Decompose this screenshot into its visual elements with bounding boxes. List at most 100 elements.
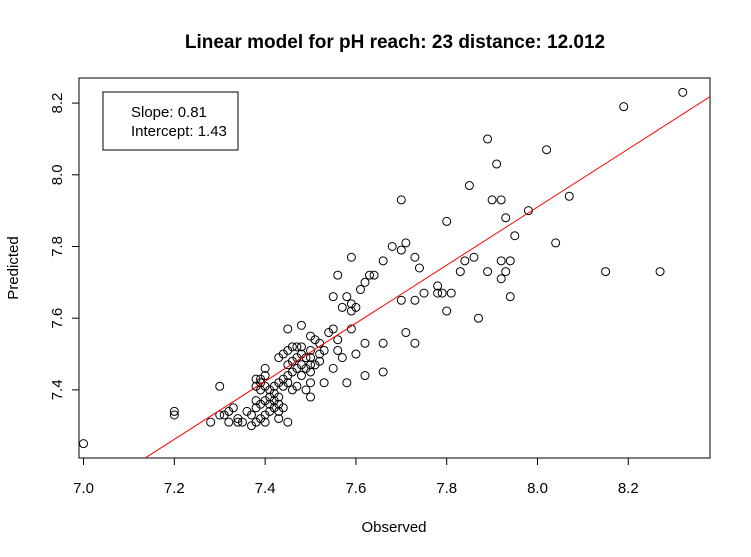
data-point: [496, 195, 506, 205]
y-axis: 7.4 7.6 7.8 8.0 8.2: [49, 93, 79, 400]
data-point: [437, 288, 447, 298]
data-point: [360, 277, 370, 287]
data-point: [501, 213, 511, 223]
legend: Slope: 0.81 Intercept: 1.43: [102, 91, 239, 151]
data-point: [206, 417, 216, 427]
legend-slope: Slope: 0.81: [131, 104, 207, 121]
data-point: [678, 87, 688, 97]
data-point: [387, 241, 397, 251]
data-point: [306, 353, 316, 363]
data-point: [542, 145, 552, 155]
data-point: [351, 349, 361, 359]
data-point: [365, 270, 375, 280]
data-point: [496, 274, 506, 284]
data-point: [483, 134, 493, 144]
data-point: [306, 392, 316, 402]
data-point: [396, 195, 406, 205]
data-point: [433, 288, 443, 298]
data-point: [287, 342, 297, 352]
data-point: [328, 363, 338, 373]
x-tick-label: 7.8: [436, 480, 457, 497]
data-point: [355, 285, 365, 295]
y-tick-label: 8.0: [49, 164, 66, 185]
data-point: [378, 338, 388, 348]
data-point: [433, 281, 443, 291]
data-point: [342, 292, 352, 302]
data-point: [247, 410, 257, 420]
data-point: [510, 231, 520, 241]
data-point: [296, 371, 306, 381]
data-point: [337, 353, 347, 363]
data-point: [283, 324, 293, 334]
data-point: [301, 385, 311, 395]
data-point: [328, 292, 338, 302]
data-point: [455, 267, 465, 277]
data-points: [79, 87, 688, 449]
data-point: [601, 267, 611, 277]
x-axis: 7.0 7.2 7.4 7.6 7.8 8.0 8.2: [73, 458, 639, 497]
data-point: [169, 410, 179, 420]
y-axis-label: Predicted: [5, 236, 22, 299]
data-point: [315, 338, 325, 348]
data-point: [79, 439, 89, 449]
data-point: [401, 328, 411, 338]
x-tick-label: 7.4: [255, 480, 276, 497]
data-point: [505, 292, 515, 302]
data-point: [315, 356, 325, 366]
x-tick-label: 8.0: [527, 480, 548, 497]
data-point: [237, 417, 247, 427]
data-point: [296, 320, 306, 330]
data-point: [496, 256, 506, 266]
data-point: [224, 417, 234, 427]
data-point: [260, 371, 270, 381]
regression-line: [144, 96, 710, 458]
data-point: [319, 345, 329, 355]
x-tick-label: 7.0: [73, 480, 94, 497]
data-point: [333, 345, 343, 355]
legend-box: [102, 91, 239, 151]
data-point: [360, 338, 370, 348]
data-point: [414, 263, 424, 273]
data-point: [369, 270, 379, 280]
data-point: [419, 288, 429, 298]
plot-frame: [78, 77, 711, 459]
data-point: [342, 378, 352, 388]
data-point: [401, 238, 411, 248]
data-point: [292, 381, 302, 391]
y-tick-label: 7.4: [49, 379, 66, 400]
data-point: [260, 417, 270, 427]
data-point: [551, 238, 561, 248]
data-point: [274, 392, 284, 402]
y-tick-label: 7.6: [49, 308, 66, 329]
data-point: [333, 335, 343, 345]
data-point: [360, 371, 370, 381]
data-point: [410, 338, 420, 348]
x-tick-label: 8.2: [618, 480, 639, 497]
data-point: [283, 378, 293, 388]
data-point: [564, 191, 574, 201]
data-point: [328, 324, 338, 334]
data-point: [396, 295, 406, 305]
data-point: [483, 267, 493, 277]
data-point: [442, 306, 452, 316]
data-point: [215, 381, 225, 391]
data-point: [260, 363, 270, 373]
data-point: [306, 378, 316, 388]
data-point: [410, 295, 420, 305]
y-tick-label: 7.8: [49, 236, 66, 257]
data-point: [464, 181, 474, 191]
data-point: [501, 267, 511, 277]
data-point: [233, 417, 243, 427]
data-point: [333, 270, 343, 280]
data-point: [215, 410, 225, 420]
x-tick-label: 7.2: [164, 480, 185, 497]
data-point: [278, 403, 288, 413]
data-point: [283, 417, 293, 427]
data-point: [378, 256, 388, 266]
data-point: [274, 414, 284, 424]
data-point: [655, 267, 665, 277]
data-point: [306, 360, 316, 370]
y-tick-label: 8.2: [49, 93, 66, 114]
data-point: [505, 256, 515, 266]
